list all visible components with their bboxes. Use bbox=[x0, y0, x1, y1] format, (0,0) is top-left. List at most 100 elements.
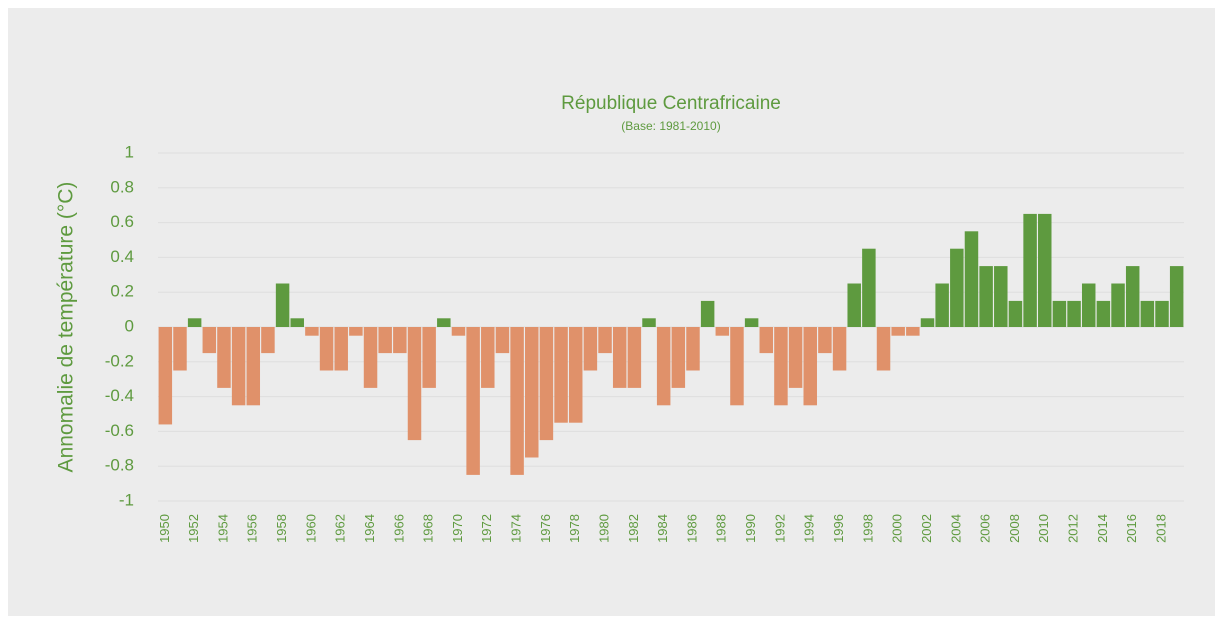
bar bbox=[525, 327, 539, 458]
y-tick-label: -0.4 bbox=[105, 386, 134, 405]
y-tick-label: 0 bbox=[125, 316, 134, 335]
bar bbox=[1081, 283, 1096, 327]
bar bbox=[495, 327, 510, 354]
x-tick-label: 2000 bbox=[890, 514, 905, 543]
x-tick-label: 1964 bbox=[362, 514, 377, 543]
bar bbox=[612, 327, 627, 388]
x-tick-label: 1960 bbox=[303, 514, 318, 543]
x-tick-label: 1984 bbox=[655, 514, 670, 543]
x-tick-label: 1982 bbox=[626, 514, 641, 543]
bar bbox=[700, 300, 715, 327]
bar bbox=[994, 266, 1008, 327]
bar bbox=[481, 327, 495, 388]
y-tick-label: 0.2 bbox=[110, 282, 134, 301]
chart-title: République Centrafricaine bbox=[561, 93, 781, 114]
bar bbox=[891, 327, 905, 336]
bar bbox=[173, 327, 187, 371]
y-tick-label: -0.2 bbox=[105, 351, 134, 370]
bar bbox=[1008, 300, 1023, 327]
bar bbox=[275, 283, 290, 327]
bar bbox=[1125, 266, 1140, 327]
x-tick-label: 1996 bbox=[831, 514, 846, 543]
bar bbox=[187, 318, 202, 327]
bar bbox=[349, 327, 363, 336]
y-tick-label: 0.8 bbox=[110, 177, 134, 196]
bar bbox=[1155, 300, 1169, 327]
y-tick-label: -0.6 bbox=[105, 421, 134, 440]
y-tick-label: 0.6 bbox=[110, 212, 134, 231]
bar bbox=[1111, 283, 1125, 327]
bar bbox=[862, 248, 876, 327]
bar bbox=[1038, 213, 1052, 327]
x-tick-label: 1950 bbox=[157, 514, 172, 543]
x-tick-label: 2006 bbox=[978, 514, 993, 543]
x-tick-label: 1966 bbox=[391, 514, 406, 543]
bar bbox=[334, 327, 348, 371]
bar bbox=[407, 327, 422, 441]
bar bbox=[876, 327, 891, 371]
bar bbox=[261, 327, 275, 354]
bar bbox=[217, 327, 231, 388]
x-tick-label: 1970 bbox=[450, 514, 465, 543]
bar bbox=[686, 327, 700, 371]
x-tick-label: 1972 bbox=[479, 514, 494, 543]
x-tick-label: 1998 bbox=[860, 514, 875, 543]
x-tick-label: 1954 bbox=[215, 514, 230, 543]
bar bbox=[744, 318, 759, 327]
bar bbox=[1023, 213, 1037, 327]
x-tick-label: 2016 bbox=[1124, 514, 1139, 543]
bar bbox=[393, 327, 407, 354]
x-tick-label: 1952 bbox=[186, 514, 201, 543]
bar bbox=[451, 327, 466, 336]
x-tick-label: 2010 bbox=[1036, 514, 1051, 543]
bar bbox=[231, 327, 246, 406]
bar bbox=[730, 327, 744, 406]
x-tick-label: 2012 bbox=[1066, 514, 1081, 543]
bar bbox=[1067, 300, 1081, 327]
bar bbox=[363, 327, 378, 388]
bar bbox=[847, 283, 861, 327]
bar bbox=[510, 327, 524, 475]
bar bbox=[598, 327, 612, 354]
y-tick-label: 0.4 bbox=[110, 247, 134, 266]
bar bbox=[979, 266, 993, 327]
bar bbox=[539, 327, 554, 441]
bar bbox=[158, 327, 173, 425]
x-tick-label: 1992 bbox=[772, 514, 787, 543]
x-tick-label: 1994 bbox=[802, 514, 817, 543]
bar bbox=[715, 327, 730, 336]
bar bbox=[627, 327, 642, 388]
x-tick-label: 1968 bbox=[421, 514, 436, 543]
x-tick-label: 2014 bbox=[1095, 514, 1110, 543]
x-tick-label: 1962 bbox=[333, 514, 348, 543]
bar bbox=[568, 327, 583, 423]
bar bbox=[305, 327, 319, 336]
bar bbox=[1169, 266, 1184, 327]
x-tick-label: 1988 bbox=[714, 514, 729, 543]
x-tick-label: 1990 bbox=[743, 514, 758, 543]
x-tick-label: 2004 bbox=[948, 514, 963, 543]
bar bbox=[656, 327, 671, 406]
bar bbox=[920, 318, 935, 327]
x-tick-label: 1978 bbox=[567, 514, 582, 543]
bar bbox=[554, 327, 568, 423]
x-tick-label: 1980 bbox=[596, 514, 611, 543]
bar bbox=[378, 327, 392, 354]
bar bbox=[803, 327, 817, 406]
bar bbox=[950, 248, 964, 327]
bar bbox=[788, 327, 803, 388]
x-tick-label: 1974 bbox=[509, 514, 524, 543]
bar bbox=[319, 327, 334, 371]
y-tick-label: -1 bbox=[119, 490, 134, 509]
x-tick-label: 1956 bbox=[245, 514, 260, 543]
x-tick-label: 1976 bbox=[538, 514, 553, 543]
bar bbox=[774, 327, 788, 406]
bar bbox=[1096, 300, 1111, 327]
y-axis-label: Annomalie de température (°C) bbox=[55, 182, 78, 473]
bar bbox=[466, 327, 480, 475]
bar bbox=[832, 327, 847, 371]
bar bbox=[290, 318, 304, 327]
x-tick-label: 2008 bbox=[1007, 514, 1022, 543]
y-tick-label: -0.8 bbox=[105, 456, 134, 475]
